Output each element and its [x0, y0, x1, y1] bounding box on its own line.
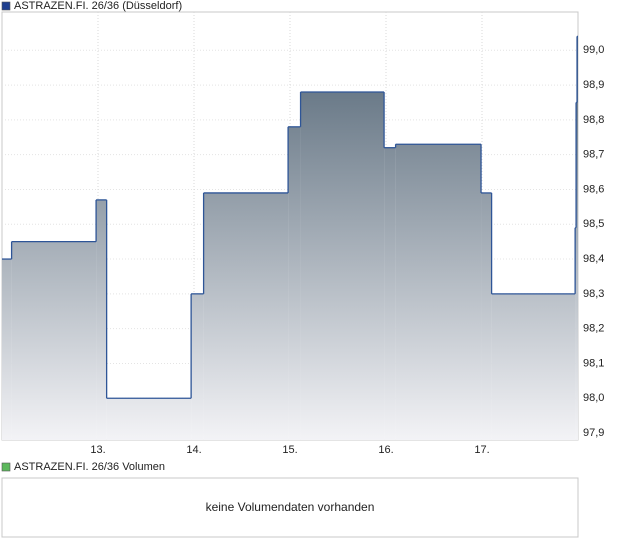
- area-step: [203, 192, 289, 440]
- legend-swatch: [1, 1, 11, 11]
- area-step: [577, 36, 578, 440]
- area-step: [575, 227, 577, 440]
- area-step: [300, 92, 385, 440]
- y-tick-label: 98,4: [583, 253, 604, 265]
- x-tick-label: 17.: [474, 444, 489, 456]
- y-tick-label: 98,0: [583, 392, 604, 404]
- x-tick-label: 13.: [90, 444, 105, 456]
- legend-label: ASTRAZEN.FI. 26/36 (Düsseldorf): [14, 0, 182, 12]
- area-step: [288, 126, 301, 440]
- area-step: [481, 192, 492, 440]
- y-tick-label: 98,2: [583, 323, 604, 335]
- volume-frame: [1, 477, 579, 538]
- y-tick-label: 98,7: [583, 149, 604, 161]
- area-step: [491, 293, 576, 440]
- area-step: [2, 259, 12, 440]
- legend-swatch: [1, 462, 11, 472]
- y-tick-label: 97,9: [583, 427, 604, 439]
- y-tick-label: 98,1: [583, 357, 604, 369]
- x-tick-label: 14.: [186, 444, 201, 456]
- y-tick-label: 98,9: [583, 79, 604, 91]
- y-tick-label: 98,5: [583, 218, 604, 230]
- x-tick-label: 16.: [378, 444, 393, 456]
- y-tick-label: 98,3: [583, 288, 604, 300]
- area-step: [11, 241, 97, 440]
- area-step: [384, 147, 396, 440]
- area-step: [106, 398, 192, 440]
- volume-message: keine Volumendaten vorhanden: [206, 500, 375, 514]
- area-step: [191, 293, 204, 440]
- x-tick-label: 15.: [282, 444, 297, 456]
- area-step: [96, 199, 107, 440]
- volume-legend: ASTRAZEN.FI. 26/36 Volumen: [14, 461, 165, 473]
- y-tick-label: 98,6: [583, 183, 604, 195]
- area-step: [395, 144, 482, 440]
- y-tick-label: 98,8: [583, 114, 604, 126]
- y-tick-label: 99,0: [583, 44, 604, 56]
- area-step: [576, 102, 578, 440]
